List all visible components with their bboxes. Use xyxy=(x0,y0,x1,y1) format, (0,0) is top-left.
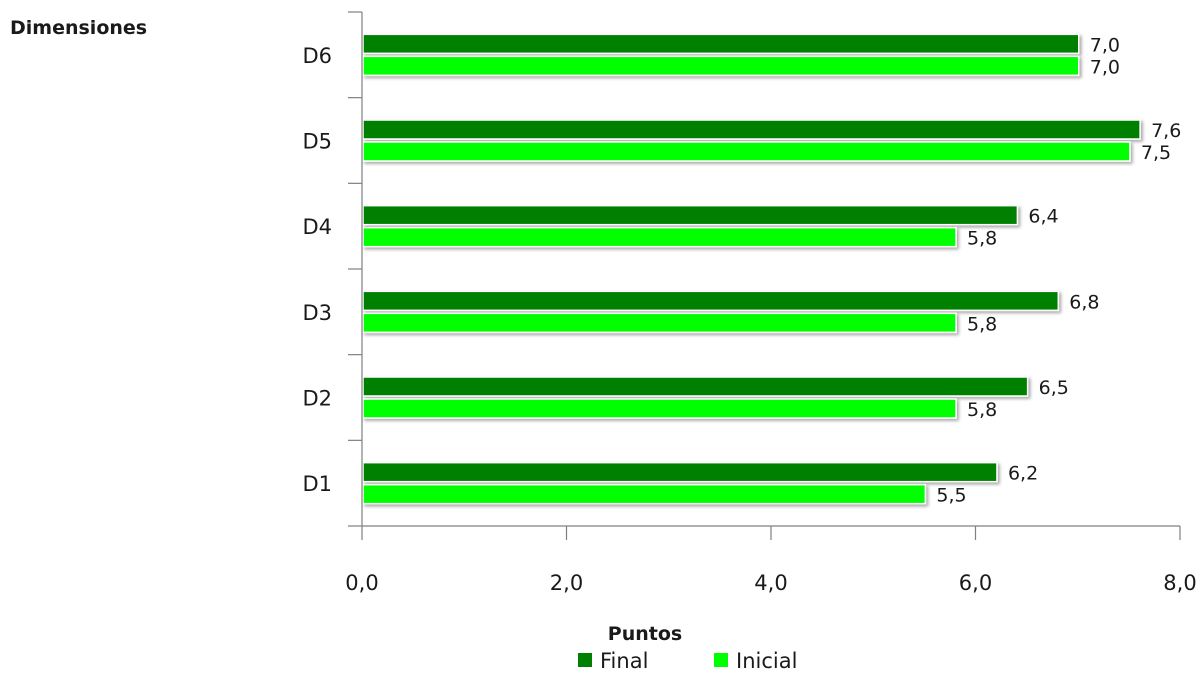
data-label-inicial-d1: 5,5 xyxy=(936,485,966,507)
legend-swatch-final xyxy=(578,653,592,667)
x-tick-label: 8,0 xyxy=(1163,571,1196,595)
bar-inicial-d3 xyxy=(362,312,957,334)
bar-final-d1 xyxy=(362,461,998,483)
category-label-d5: D5 xyxy=(302,130,332,154)
category-label-d2: D2 xyxy=(302,387,332,411)
bar-final-d2 xyxy=(362,376,1029,397)
bar-inicial-d1 xyxy=(362,483,927,505)
bar-inicial-d2 xyxy=(362,398,957,419)
legend-label-final: Final xyxy=(600,649,648,673)
data-label-inicial-d6: 7,0 xyxy=(1090,56,1120,78)
data-label-final-d2: 6,5 xyxy=(1039,377,1069,399)
x-tick-label: 4,0 xyxy=(754,571,787,595)
bar-inicial-d6 xyxy=(362,55,1080,77)
data-label-inicial-d4: 5,8 xyxy=(967,228,997,250)
category-label-d4: D4 xyxy=(302,215,332,239)
data-label-inicial-d2: 5,8 xyxy=(967,399,997,421)
x-tick-label: 0,0 xyxy=(345,571,378,595)
x-axis-title: Puntos xyxy=(608,623,682,645)
data-label-final-d1: 6,2 xyxy=(1008,463,1038,485)
bars-group: 7,07,0 7,67,5 6,4 5,8 6,8 5,8 6,5 5,8 6,2 5,5 xyxy=(362,33,1181,507)
axes-group: D6 D5 D4 D3 D2 D1 0,0 2,0 4,0 6,0 8,0 xyxy=(302,11,1197,595)
bar-inicial-d4 xyxy=(362,226,957,248)
bar-inicial-d5 xyxy=(362,141,1131,162)
category-label-d6: D6 xyxy=(302,44,332,68)
data-label-final-d6: 7,0 xyxy=(1090,34,1120,56)
bar-final-d3 xyxy=(362,290,1060,312)
data-label-inicial-d5: 7,5 xyxy=(1141,142,1171,164)
x-tick-label: 2,0 xyxy=(550,571,583,595)
data-label-final-d5: 7,6 xyxy=(1151,120,1181,142)
data-label-final-d4: 6,4 xyxy=(1028,206,1058,228)
legend: Final Inicial xyxy=(578,649,797,673)
data-label-final-d3: 6,8 xyxy=(1069,291,1099,313)
bar-final-d6 xyxy=(362,33,1080,55)
data-label-inicial-d3: 5,8 xyxy=(967,313,997,335)
legend-label-inicial: Inicial xyxy=(736,649,797,673)
x-tick-label: 6,0 xyxy=(959,571,992,595)
legend-swatch-inicial xyxy=(714,653,728,667)
category-label-d1: D1 xyxy=(302,472,332,496)
category-label-d3: D3 xyxy=(302,301,332,325)
y-axis-title: Dimensiones xyxy=(10,17,147,39)
bar-final-d4 xyxy=(362,204,1019,226)
bar-final-d5 xyxy=(362,119,1141,140)
